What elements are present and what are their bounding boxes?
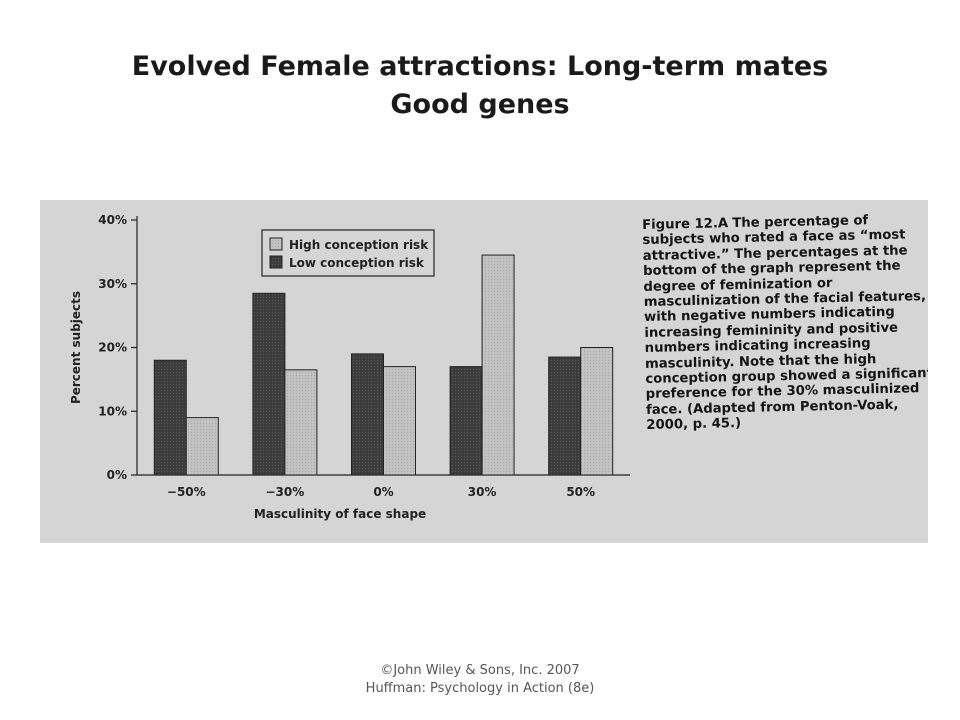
slide-title-line-1: Evolved Female attractions: Long-term ma… [131,51,829,82]
bar-high [284,369,318,476]
x-tick-label: 30% [468,485,497,499]
y-axis-title: Percent subjects [69,291,83,404]
x-tick-label: −30% [266,485,305,499]
figure-caption: Figure 12.A The percentage of subjects w… [642,212,928,434]
legend-swatch [269,237,283,251]
chart-legend: High conception risk Low conception risk [261,229,435,277]
bar-low [351,353,384,476]
legend-swatch [269,255,283,269]
figure-caption-text: The percentage of subjects who rated a f… [642,213,928,434]
bar-low [449,366,483,476]
figure-caption-label: Figure 12.A [642,216,729,233]
chart-bars [153,254,614,476]
y-tick-label: 20% [98,341,127,355]
bar-high [383,366,416,476]
x-axis-title: Masculinity of face shape [254,507,426,521]
footer: ©John Wiley & Sons, Inc. 2007 Huffman: P… [0,662,960,698]
y-tick-label: 40% [98,213,127,227]
bar-low [252,292,286,476]
bar-chart: 0% 10% 20% 30% 40% Percent subjects Masculinit… [69,213,630,521]
y-tick-label: 10% [98,404,127,418]
bar-low [548,356,582,476]
y-tick-label: 30% [98,277,127,291]
bar-high [481,254,515,476]
slide-title: Evolved Female attractions: Long-term ma… [0,48,960,124]
bar-high [580,347,614,476]
scanned-figure: 0% 10% 20% 30% 40% Percent subjects Masculinit… [40,200,928,543]
slide-title-line-2: Good genes [390,89,570,120]
x-tick-label: 50% [566,485,595,499]
legend-label: High conception risk [289,238,429,252]
legend-label: Low conception risk [289,256,425,270]
bar-high [185,417,219,476]
footer-copyright: ©John Wiley & Sons, Inc. 2007 [380,663,580,678]
x-tick-label: −50% [167,485,206,499]
bar-low [153,359,187,476]
y-tick-label: 0% [107,468,127,482]
x-tick-label: 0% [373,485,393,499]
legend-box [261,229,435,277]
footer-source: Huffman: Psychology in Action (8e) [365,681,595,696]
chart-labels: 0% 10% 20% 30% 40% Percent subjects Masculinit… [69,213,595,521]
